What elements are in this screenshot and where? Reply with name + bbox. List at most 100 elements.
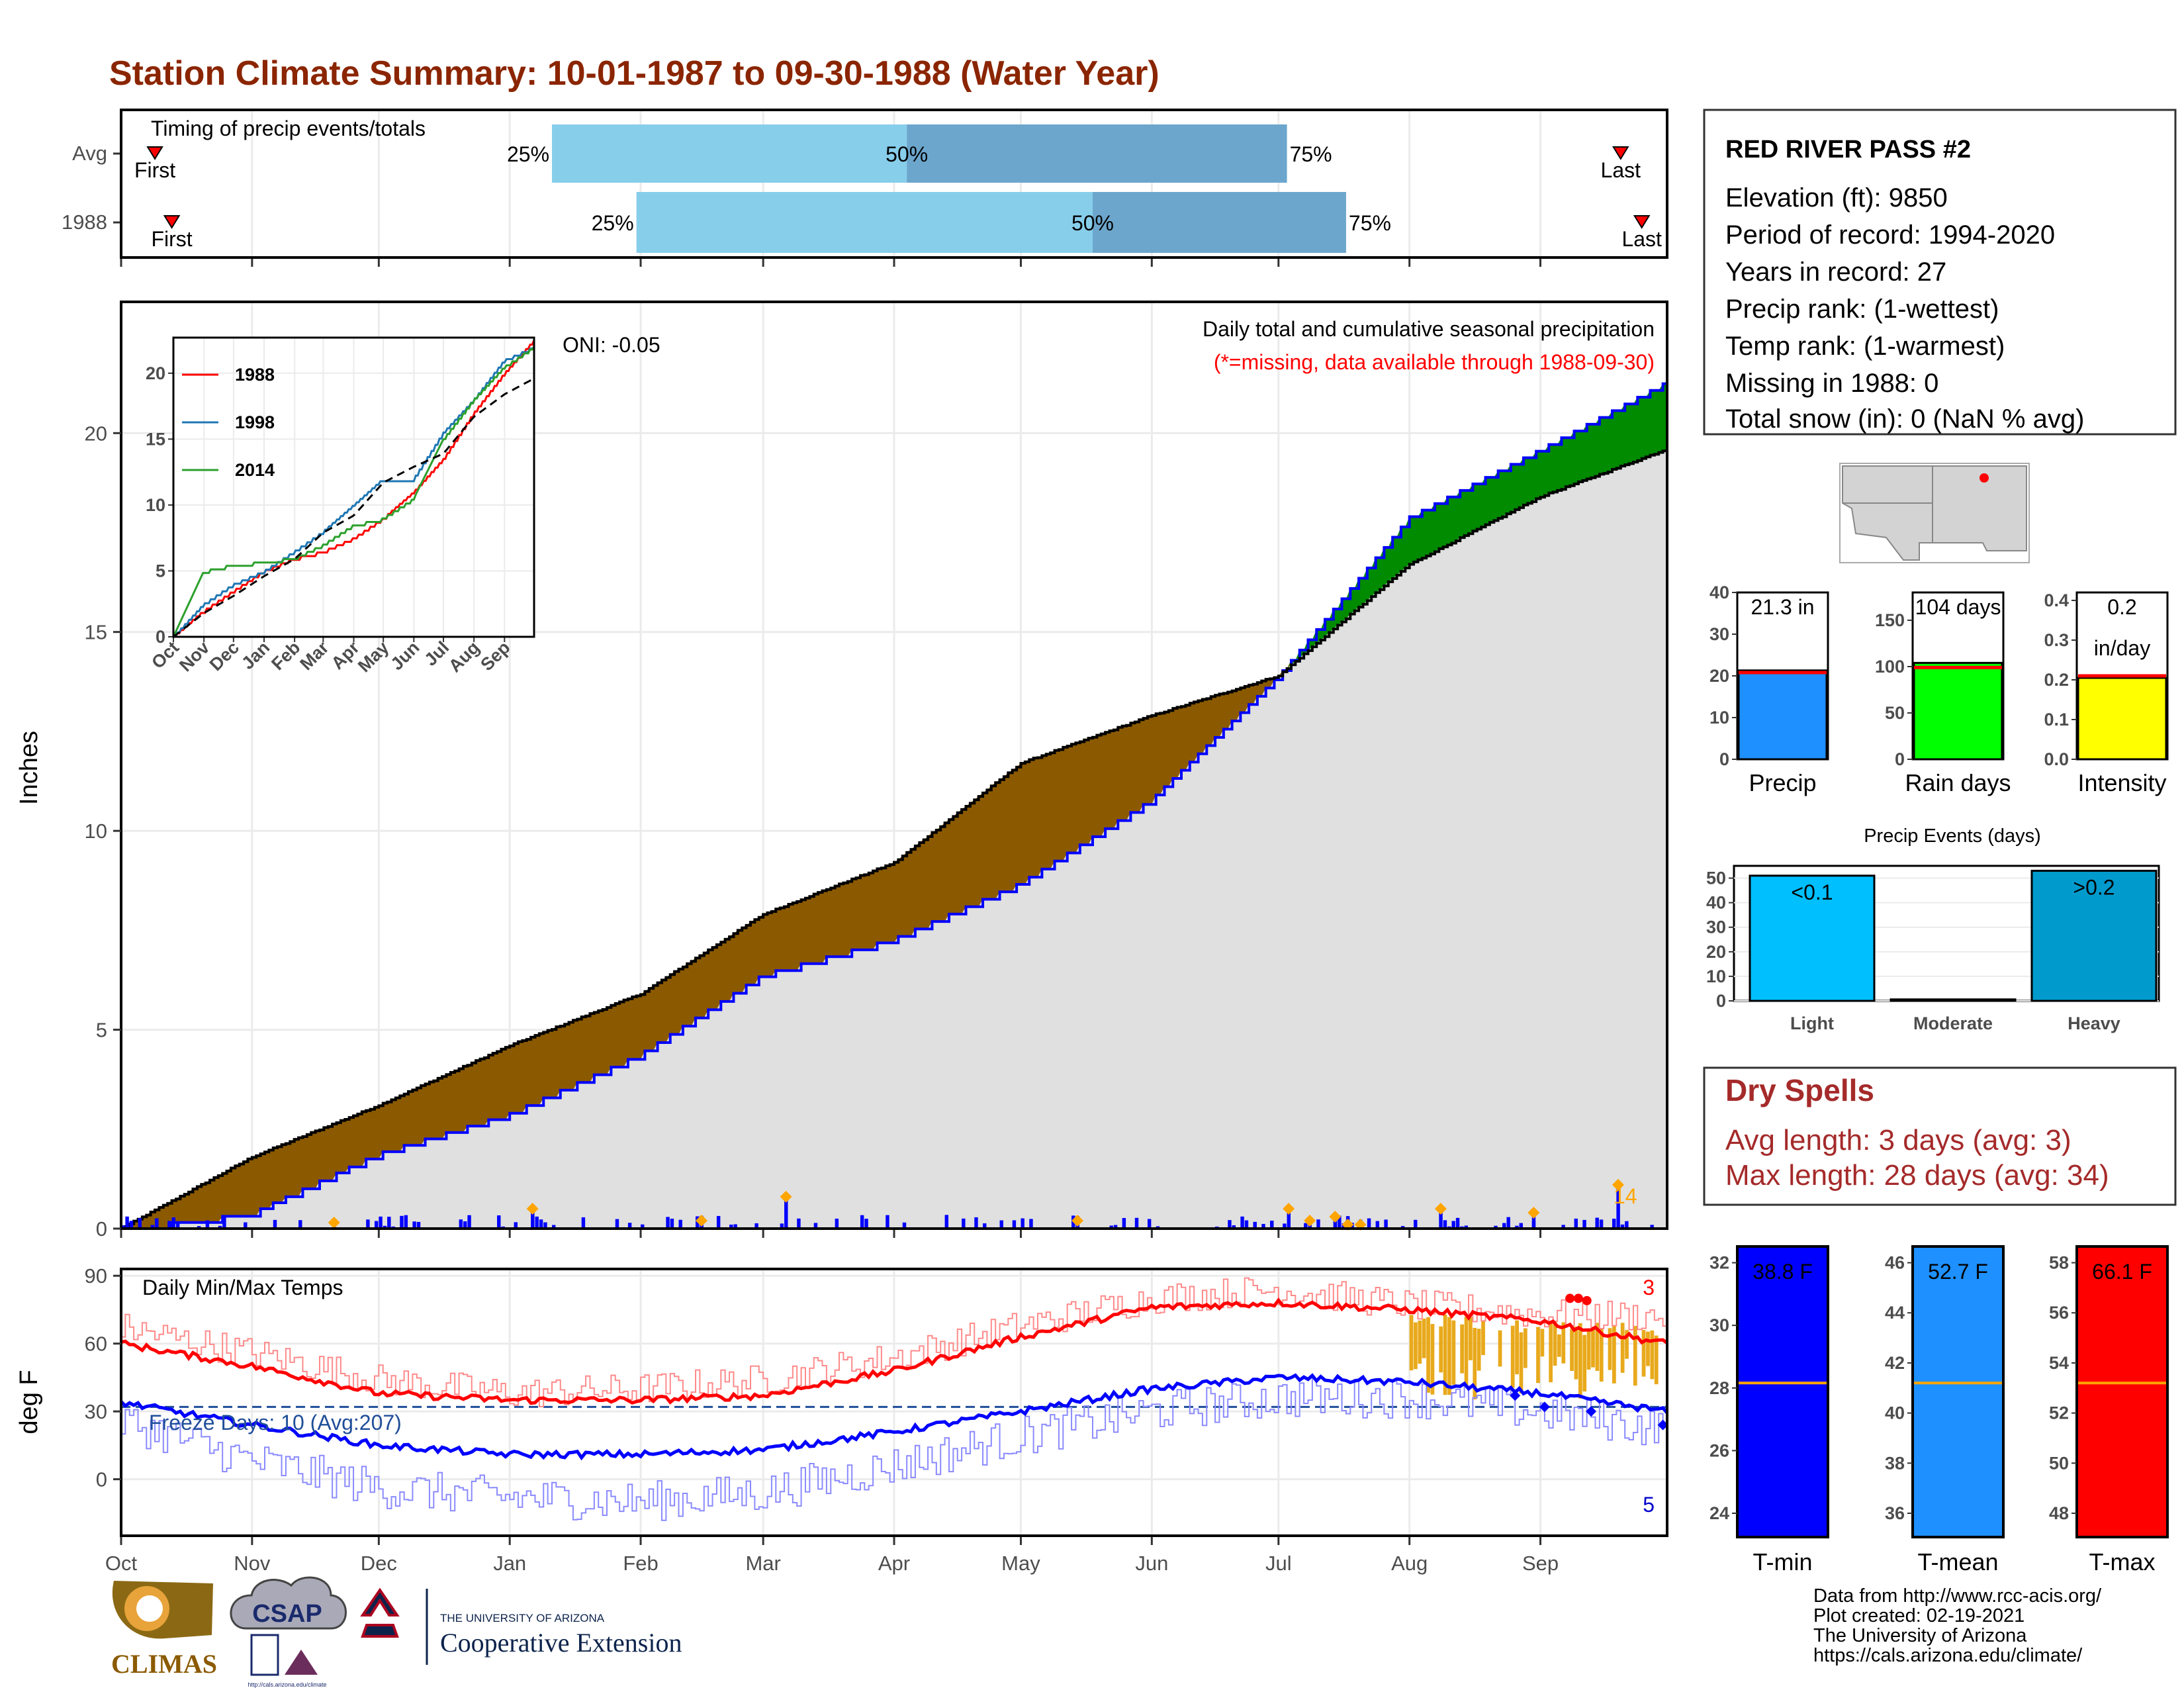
daily-precip-bar	[615, 1219, 619, 1229]
summary-y-tick-label: 0.3	[2044, 630, 2069, 650]
dry-spells-avg: Avg length: 3 days (avg: 3)	[1725, 1124, 2071, 1156]
footer-line: The University of Arizona	[1813, 1625, 2027, 1646]
daily-precip-bar	[552, 1225, 556, 1229]
hot-count-label: 3	[1643, 1276, 1655, 1299]
inset-legend-label: 2014	[235, 460, 275, 480]
timing-bar-q2	[907, 124, 1287, 183]
temp-summary-tick-label: 28	[1709, 1378, 1729, 1398]
station-temp-rank: Temp rank: (1-warmest)	[1725, 332, 2005, 361]
temp-summary-bar	[2075, 1245, 2169, 1538]
precip-daily-bars	[121, 1178, 1654, 1231]
timing-p25-label: 25%	[507, 142, 549, 166]
temp-summary-tick-label: 58	[2049, 1253, 2069, 1273]
timing-p75-label: 75%	[1349, 211, 1391, 235]
avg-min-line	[120, 1373, 1668, 1461]
precip-temp-bar	[1451, 1320, 1456, 1385]
daily-precip-bar	[150, 1225, 155, 1229]
temp-summary-tick-label: 48	[2049, 1503, 2069, 1523]
first-event-marker	[163, 215, 181, 229]
ua-logo: THE UNIVERSITY OF ARIZONA Cooperative Ex…	[360, 1587, 682, 1665]
daily-precip-bar	[716, 1215, 721, 1229]
max-daily-label: 14	[1614, 1184, 1637, 1208]
daily-precip-bar	[1333, 1216, 1338, 1229]
precip-temp-bar	[1469, 1317, 1473, 1360]
summary-value-bar	[1913, 661, 2003, 761]
daily-precip-bar	[1240, 1216, 1244, 1229]
precip-events: Precip Events (days) 0 10 20 30 40 50 <0.1 Ligh…	[1706, 825, 2160, 1033]
daily-precip-bar	[1113, 1225, 1118, 1229]
daily-max-marker	[1283, 1202, 1295, 1215]
inset-legend-label: 1988	[235, 365, 275, 385]
summary-y-tick-label: 100	[1875, 657, 1905, 677]
temp-summary-tick-label: 54	[2049, 1353, 2069, 1373]
record-low-marker	[1586, 1406, 1597, 1417]
precip-temp-bar	[1515, 1320, 1519, 1375]
footer-line: Data from http://www.rcc-acis.org/	[1813, 1585, 2102, 1607]
precip-temp-bar	[1578, 1323, 1582, 1399]
precip-temp-bar	[1625, 1330, 1629, 1359]
record-high-marker	[1582, 1295, 1592, 1305]
temp-y-tick-label: 90	[85, 1264, 107, 1288]
summary-y-tick-label: 0.4	[2044, 590, 2069, 610]
last-event-label: Last	[1601, 158, 1641, 182]
precip-temp-bar	[1510, 1325, 1515, 1388]
daily-precip-bar	[1620, 1224, 1625, 1229]
daily-max-marker	[328, 1216, 340, 1229]
daily-precip-bar	[1304, 1223, 1308, 1229]
daily-precip-bar	[205, 1220, 210, 1229]
record-low-marker	[1510, 1390, 1521, 1401]
timing-bar-q1	[636, 192, 1093, 253]
timing-label: Timing of precip events/totals	[151, 117, 426, 140]
daily-precip-bar	[531, 1208, 535, 1229]
last-event-marker	[1633, 215, 1651, 229]
precip-temp-bar	[1574, 1327, 1578, 1380]
daily-precip-bar	[902, 1222, 907, 1229]
daily-precip-bar	[459, 1219, 463, 1229]
timing-p75-label: 75%	[1290, 142, 1332, 166]
summary-value-label: 21.3 in	[1751, 595, 1814, 619]
daily-precip-bar	[860, 1215, 864, 1229]
daily-precip-bar	[999, 1220, 1003, 1229]
oni-label: ONI: -0.05	[563, 333, 660, 357]
daily-precip-bar	[412, 1221, 416, 1229]
precip-temp-bar	[1561, 1322, 1566, 1364]
daily-precip-bar	[1147, 1219, 1152, 1229]
daily-precip-bar	[514, 1222, 518, 1229]
daily-precip-bar	[813, 1223, 818, 1229]
precip-temp-bar	[1414, 1322, 1418, 1370]
daily-precip-bar	[374, 1221, 379, 1229]
precip-y-tick-label: 10	[85, 820, 107, 843]
daily-precip-bar	[1270, 1220, 1274, 1229]
daily-precip-bar	[1650, 1225, 1654, 1229]
daily-precip-bar	[1506, 1217, 1510, 1229]
temp-summary-value: 52.7 F	[1928, 1260, 1988, 1284]
daily-precip-bar	[244, 1222, 248, 1229]
daily-precip-bar	[1561, 1225, 1565, 1229]
station-info-box	[1703, 109, 2177, 436]
daily-precip-bar	[1244, 1220, 1249, 1229]
freeze-days-label: Freeze Days: 10 (Avg:207)	[149, 1411, 402, 1434]
daily-precip-bar	[1283, 1223, 1287, 1229]
month-label: Oct	[105, 1552, 138, 1575]
daily-precip-bar	[1122, 1217, 1126, 1229]
summary-y-tick-label: 20	[1709, 666, 1729, 686]
avg-max-line	[120, 1297, 1668, 1405]
timing-panel-border	[120, 109, 1668, 259]
dry-spells-max: Max length: 28 days (avg: 34)	[1725, 1159, 2109, 1192]
station-location-marker	[1979, 473, 1989, 483]
inset-average-line	[173, 377, 535, 638]
temp-summary-name: T-mean	[1917, 1548, 1998, 1575]
summary-y-tick-label: 0.1	[2044, 710, 2069, 729]
precip-caption-missing: (*=missing, data available through 1988-…	[1214, 350, 1655, 374]
inset-y-tick-label: 10	[146, 495, 165, 515]
daily-precip-bar	[298, 1220, 302, 1229]
events-category-label: Heavy	[2068, 1013, 2120, 1033]
temp-summary-tick-label: 32	[1709, 1253, 1729, 1273]
daily-max-marker	[1329, 1210, 1342, 1223]
csap-url-text: http://cals.arizona.edu/climate	[248, 1681, 326, 1688]
precip-temp-bar	[1646, 1331, 1650, 1366]
events-chart: 0 10 20 30 40 50 <0.1 Light Moderate >0.2 Heavy	[1706, 865, 2160, 1033]
temp-summary-bars: 24 26 28 30 32 38.8 F T-min 36 38 40 42 44 46 52.7 F T…	[1709, 1245, 2169, 1575]
ua-a-icon	[360, 1587, 400, 1638]
summary-value-unit: in/day	[2094, 636, 2150, 660]
